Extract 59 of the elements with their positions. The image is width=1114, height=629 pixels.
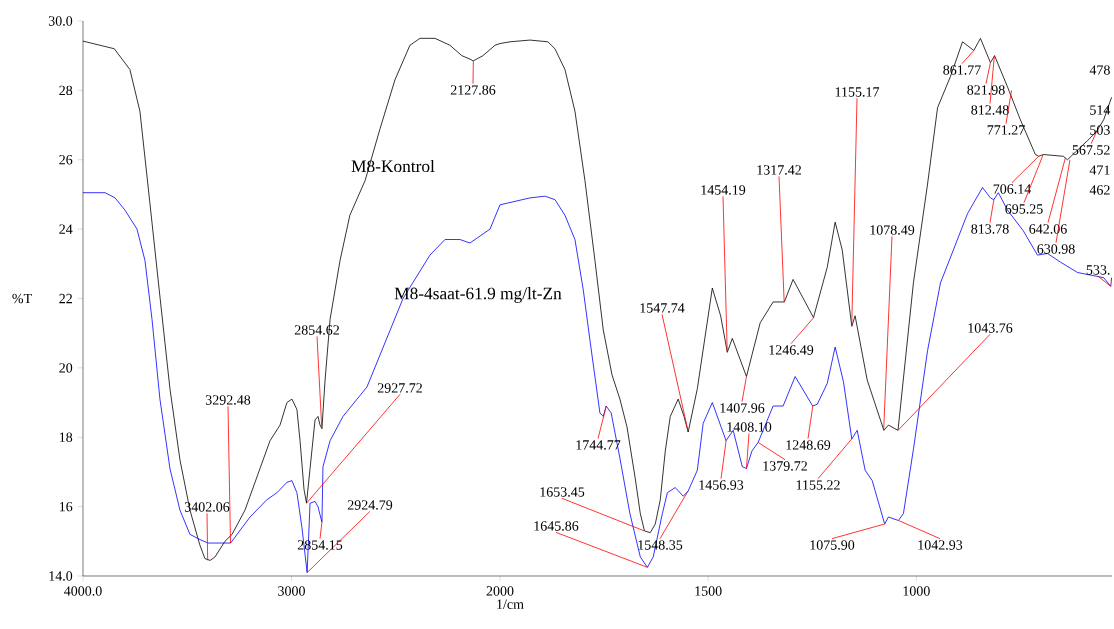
annotation: 1408.10 [727, 422, 772, 432]
annotation: 1075.90 [810, 540, 855, 550]
y-tick-label: 18 [59, 432, 73, 442]
y-tick-label: 30.0 [48, 16, 73, 26]
y-tick-label: 28 [59, 85, 73, 96]
x-tick-label: 3000 [278, 586, 305, 596]
annotation: 1407.96 [720, 403, 765, 413]
annotation: 503 [1090, 125, 1110, 135]
annotation: 695.25 [1005, 204, 1043, 214]
annotation: 1645.86 [534, 521, 579, 531]
annotation: 3292.48 [205, 395, 251, 405]
annotation: 813.78 [971, 224, 1009, 234]
annotation: 2927.72 [377, 383, 422, 393]
annotation: 1042.93 [918, 540, 963, 550]
annotation: 1248.69 [786, 440, 831, 450]
annotation: 1246.49 [769, 345, 814, 355]
annotation: 1155.22 [796, 480, 840, 490]
annotation: 1379.72 [763, 461, 807, 471]
annotation: 642.06 [1029, 224, 1067, 234]
y-tick-label: 26 [59, 155, 73, 165]
annotation: 812.48 [971, 105, 1009, 115]
annotation: 1155.17 [835, 87, 880, 97]
annotation: 1317.42 [757, 165, 801, 175]
y-tick-label: 16 [59, 501, 73, 512]
annotation: 2924.79 [347, 500, 393, 510]
annotation: 1078.49 [870, 225, 915, 235]
series-label: M8-4saat-61.9 mg/lt-Zn [394, 287, 562, 303]
annotation: 471 [1089, 165, 1110, 175]
y-tick-label: 20 [59, 363, 73, 373]
annotation: 478 [1089, 65, 1110, 75]
annotation: 462 [1089, 185, 1110, 195]
annotation: 861.77 [943, 65, 981, 75]
annotation: 1744.77 [576, 440, 621, 450]
x-tick-label: 1500 [695, 586, 722, 596]
x-tick-label: 2000 [486, 586, 514, 596]
series-label: M8-Kontrol [351, 159, 435, 173]
annotation: 514 [1090, 105, 1111, 115]
annotation: 1454.19 [701, 185, 746, 195]
y-tick-label: 24 [59, 224, 73, 234]
x-tick-label: 4000.0 [64, 586, 102, 596]
annotation: 821.98 [967, 85, 1005, 95]
annotation: 771.27 [987, 125, 1025, 135]
annotation: 3402.06 [184, 502, 230, 512]
annotation: 630.98 [1037, 244, 1075, 254]
annotation: 2854.62 [294, 325, 339, 335]
y-tick-label: 14.0 [49, 571, 73, 581]
annotation: 1548.35 [638, 540, 683, 550]
annotation: 533. [1086, 265, 1110, 275]
x-tick-label: 1000 [903, 586, 930, 596]
y-tick-label: 22 [59, 293, 72, 304]
y-axis-title: %T [12, 293, 32, 304]
annotation: 1456.93 [699, 480, 744, 490]
annotation: 1653.45 [540, 487, 585, 497]
annotation: 567.52 [1072, 145, 1110, 155]
annotation: 706.14 [993, 184, 1032, 194]
annotation: 1043.76 [968, 323, 1013, 333]
annotation: 2127.86 [450, 85, 496, 95]
x-axis-title: 1/cm [497, 599, 524, 609]
annotation: 1547.74 [640, 303, 685, 313]
